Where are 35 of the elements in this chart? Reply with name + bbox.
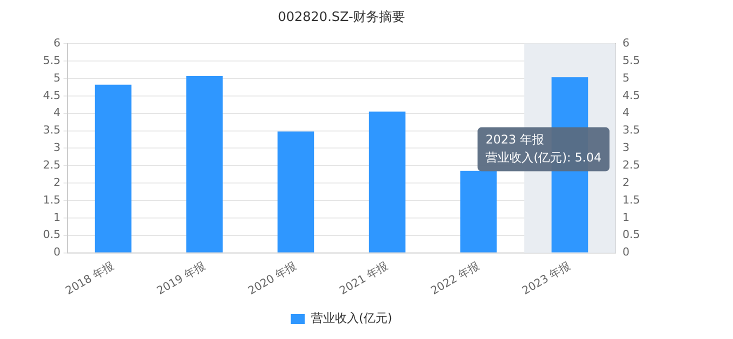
- y-tick-label: 2.5: [42, 158, 60, 172]
- y-tick-label: 1.5: [42, 193, 60, 206]
- chart-title: 002820.SZ-财务摘要: [278, 10, 406, 26]
- y2-tick-label: 2: [622, 176, 630, 189]
- y-tick-label: 3.5: [42, 124, 60, 137]
- y2-tick-label: 2.5: [622, 158, 640, 172]
- y2-tick-label: 0.5: [622, 228, 640, 242]
- y-tick-label: 5.5: [42, 54, 60, 67]
- y2-tick-label: 1.5: [622, 193, 640, 206]
- y2-tick-label: 1: [622, 210, 630, 224]
- y-tick-label: 0: [53, 246, 60, 259]
- y2-tick-label: 6: [622, 36, 630, 50]
- bar: [278, 131, 314, 252]
- legend-label: 营业收入(亿元): [310, 311, 392, 326]
- bar: [94, 84, 132, 252]
- y-tick-label: 6: [53, 36, 60, 50]
- annotation: 2023 年报: [486, 132, 544, 146]
- bar: [460, 170, 497, 252]
- y2-tick-label: 4.5: [622, 88, 640, 102]
- y2-tick-label: 4: [622, 106, 630, 120]
- y2-tick-label: 3: [622, 141, 630, 154]
- annotation: 营业收入(亿元): 5.04: [486, 150, 602, 164]
- y2-tick-label: 0: [622, 246, 630, 259]
- y-tick-label: 5: [53, 71, 60, 84]
- bar: [368, 112, 406, 252]
- y-tick-label: 0.5: [42, 228, 60, 242]
- bar: [186, 76, 223, 252]
- y2-tick-label: 5: [622, 71, 630, 84]
- y-tick-label: 2: [53, 176, 60, 189]
- y-tick-label: 4: [53, 106, 60, 120]
- y2-tick-label: 3.5: [622, 124, 640, 137]
- y-tick-label: 1: [53, 210, 60, 224]
- y-tick-label: 4.5: [42, 88, 60, 102]
- y2-tick-label: 5.5: [622, 54, 640, 67]
- y-tick-label: 3: [53, 141, 60, 154]
